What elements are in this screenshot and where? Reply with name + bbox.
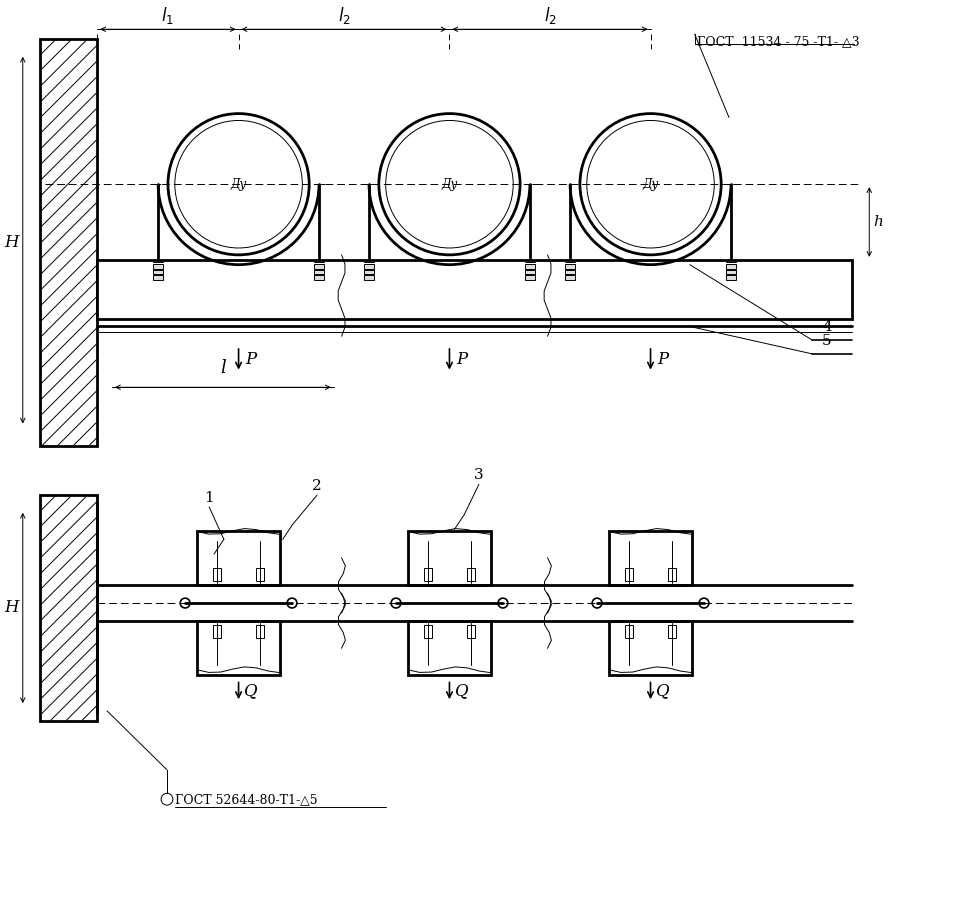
Bar <box>256 624 264 638</box>
Bar <box>154 263 163 269</box>
Bar <box>98 260 852 319</box>
Bar <box>525 263 535 269</box>
Text: 3: 3 <box>474 469 484 482</box>
Text: l: l <box>220 359 226 377</box>
Text: H: H <box>5 234 19 251</box>
Text: Ду: Ду <box>642 177 659 191</box>
Bar <box>525 270 535 274</box>
Text: 4: 4 <box>822 320 832 334</box>
Text: Q: Q <box>657 682 670 700</box>
Text: h: h <box>873 215 883 229</box>
Circle shape <box>498 598 508 608</box>
Bar <box>314 270 324 274</box>
Text: $l_1$: $l_1$ <box>161 5 175 26</box>
Bar <box>565 275 575 281</box>
Text: 5: 5 <box>822 334 832 348</box>
Text: Q: Q <box>455 682 469 700</box>
Bar <box>726 270 736 274</box>
Bar <box>154 275 163 281</box>
Circle shape <box>592 598 602 608</box>
Bar <box>726 275 736 281</box>
Text: ГОСТ  11534 - 75 -Т1- △3: ГОСТ 11534 - 75 -Т1- △3 <box>696 35 860 49</box>
Text: $l_2$: $l_2$ <box>544 5 556 26</box>
Bar <box>468 567 475 582</box>
Bar <box>197 531 280 586</box>
Bar <box>609 621 693 674</box>
Text: P: P <box>245 351 257 367</box>
Bar <box>424 567 432 582</box>
Text: ГОСТ 52644-80-Т1-△5: ГОСТ 52644-80-Т1-△5 <box>175 793 318 805</box>
Bar <box>41 495 98 720</box>
Bar <box>314 263 324 269</box>
Bar <box>41 39 98 446</box>
Text: P: P <box>658 351 668 367</box>
Bar <box>213 567 221 582</box>
Bar <box>364 263 374 269</box>
Text: 2: 2 <box>312 480 322 493</box>
Bar <box>468 624 475 638</box>
Bar <box>424 624 432 638</box>
Bar <box>525 275 535 281</box>
Bar <box>154 270 163 274</box>
Text: 1: 1 <box>204 491 214 505</box>
Bar <box>668 567 676 582</box>
Bar <box>197 621 280 674</box>
Bar <box>565 263 575 269</box>
Bar <box>625 624 633 638</box>
Circle shape <box>391 598 401 608</box>
Bar <box>565 270 575 274</box>
Bar <box>408 531 491 586</box>
Bar <box>668 624 676 638</box>
Circle shape <box>699 598 709 608</box>
Bar <box>408 621 491 674</box>
Circle shape <box>287 598 297 608</box>
Text: H: H <box>5 599 19 616</box>
Bar <box>213 624 221 638</box>
Text: $l_2$: $l_2$ <box>337 5 351 26</box>
Bar <box>364 275 374 281</box>
Text: Q: Q <box>244 682 258 700</box>
Bar <box>256 567 264 582</box>
Bar <box>625 567 633 582</box>
Text: Ду: Ду <box>230 177 246 191</box>
Circle shape <box>181 598 190 608</box>
Text: P: P <box>456 351 468 367</box>
Bar <box>726 263 736 269</box>
Bar <box>609 531 693 586</box>
Text: Ду: Ду <box>441 177 458 191</box>
Bar <box>314 275 324 281</box>
Bar <box>364 270 374 274</box>
